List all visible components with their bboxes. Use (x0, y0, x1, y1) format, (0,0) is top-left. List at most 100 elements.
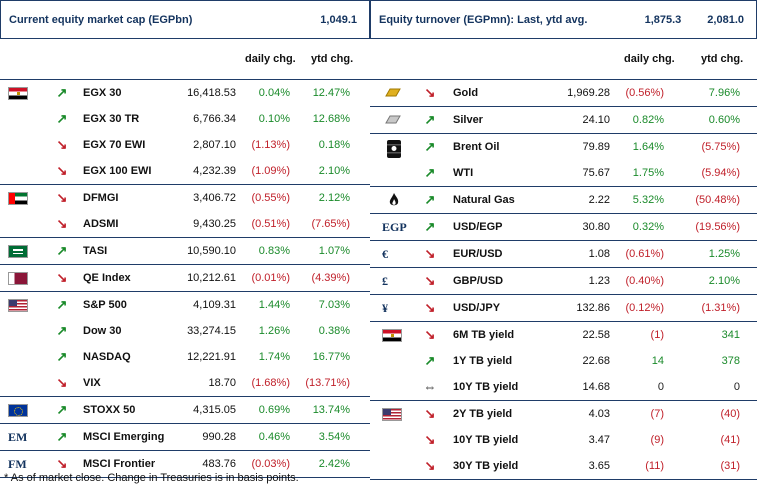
table-row: ↘ DFMGI 3,406.72 (0.55%) 2.12% (0, 185, 370, 211)
ytd-change: 1.25% (708, 248, 740, 260)
last-value: 10,590.10 (187, 245, 236, 257)
table-group: FM ↘ MSCI Frontier 483.76 (0.03%) 2.42% (0, 450, 370, 478)
table-row: EM ↗ MSCI Emerging 990.28 0.46% 3.54% (0, 424, 370, 450)
down-arrow-icon: ↘ (424, 246, 436, 261)
ytd-change: (50.48%) (695, 194, 740, 206)
last-value: 483.76 (202, 458, 236, 470)
turnover-ytd-avg-value: 2,081.0 (707, 13, 744, 26)
row-icon (8, 265, 28, 291)
ytd-change: 341 (721, 329, 740, 341)
eu-flag-icon (8, 404, 28, 417)
down-arrow-icon: ↘ (424, 327, 436, 342)
ytd-change: 12.47% (312, 87, 350, 99)
daily-change: 14 (651, 355, 664, 367)
instrument-name: QE Index (83, 272, 131, 284)
flat-arrow-icon: ⇔ (423, 379, 437, 394)
last-value: 6,766.34 (193, 113, 236, 125)
instrument-name: 6M TB yield (453, 329, 515, 341)
daily-change-header: daily chg. (624, 53, 675, 65)
ytd-change: (13.71%) (305, 377, 350, 389)
instrument-name: Natural Gas (453, 194, 515, 206)
last-value: 30.80 (582, 221, 610, 233)
direction-indicator: ↗ (54, 397, 70, 423)
last-value: 33,274.15 (187, 325, 236, 337)
ytd-change: 2.10% (318, 165, 350, 177)
daily-change: 1.44% (258, 299, 290, 311)
table-row: ↗ S&P 500 4,109.31 1.44% 7.03% (0, 292, 370, 318)
row-icon (8, 292, 28, 318)
equity-turnover-header: Equity turnover (EGPmn): Last, ytd avg. … (370, 0, 757, 39)
row-icon (8, 370, 28, 396)
row-icon (8, 344, 28, 370)
down-arrow-icon: ↘ (56, 137, 68, 152)
ytd-change-header: ytd chg. (701, 53, 744, 65)
qatar-flag-icon (8, 272, 28, 285)
ytd-change: 0 (733, 381, 740, 393)
down-arrow-icon: ↘ (424, 406, 436, 421)
ytd-change: 378 (721, 355, 740, 367)
row-icon (382, 80, 402, 106)
ytd-change: (5.94%) (701, 167, 740, 179)
last-value: 4,232.39 (193, 165, 236, 177)
row-icon (8, 132, 28, 158)
down-arrow-icon: ↘ (56, 163, 68, 178)
table-group: ↗ Brent Oil 79.89 1.64% (5.75%) ↗ WTI 75.67 1.75… (370, 133, 757, 186)
daily-change: (0.55%) (251, 192, 290, 204)
table-group: ↗ Natural Gas 2.22 5.32% (50.48%) (370, 186, 757, 213)
instrument-name: USD/JPY (453, 302, 501, 314)
row-icon (382, 427, 402, 453)
last-value: 1.08 (588, 248, 610, 260)
direction-indicator: ⇔ (422, 374, 438, 400)
equity-table: ↗ EGX 30 16,418.53 0.04% 12.47% ↗ EGX 30 TR 6,7… (0, 79, 370, 478)
oil-barrel-icon (387, 140, 401, 158)
direction-indicator: ↘ (422, 453, 438, 479)
row-icon: ¥ (382, 295, 402, 321)
table-row: ↗ WTI 75.67 1.75% (5.94%) (370, 160, 757, 186)
last-value: 18.70 (208, 377, 236, 389)
instrument-name: Brent Oil (453, 141, 500, 153)
ytd-change: 2.42% (318, 458, 350, 470)
currency-symbol-icon: FM (8, 457, 27, 471)
ytd-change: 13.74% (312, 404, 350, 416)
table-row: ↗ EGX 30 16,418.53 0.04% 12.47% (0, 80, 370, 106)
last-value: 79.89 (582, 141, 610, 153)
last-value: 24.10 (582, 114, 610, 126)
ytd-change: (1.31%) (701, 302, 740, 314)
direction-indicator: ↘ (54, 211, 70, 237)
last-value: 4.03 (588, 408, 610, 420)
up-arrow-icon: ↗ (56, 297, 68, 312)
row-icon (8, 106, 28, 132)
commodities-panel: Equity turnover (EGPmn): Last, ytd avg. … (370, 0, 757, 480)
ytd-change: 12.68% (312, 113, 350, 125)
instrument-name: 2Y TB yield (453, 408, 513, 420)
daily-change: 0.10% (258, 113, 290, 125)
turnover-last-value: 1,875.3 (644, 13, 682, 26)
row-icon (382, 348, 402, 374)
table-group: ¥ ↘ USD/JPY 132.86 (0.12%) (1.31%) (370, 294, 757, 321)
instrument-name: EGX 70 EWI (83, 139, 146, 151)
ytd-change: 3.54% (318, 431, 350, 443)
table-row: ↘ 6M TB yield 22.58 (1) 341 (370, 322, 757, 348)
up-arrow-icon: ↗ (56, 429, 68, 444)
last-value: 3,406.72 (193, 192, 236, 204)
instrument-name: EUR/USD (453, 248, 503, 260)
row-icon (382, 401, 402, 427)
last-value: 75.67 (582, 167, 610, 179)
table-group: ↗ EGX 30 16,418.53 0.04% 12.47% ↗ EGX 30 TR 6,7… (0, 79, 370, 184)
instrument-name: S&P 500 (83, 299, 127, 311)
direction-indicator: ↘ (422, 322, 438, 348)
row-icon (382, 160, 402, 186)
table-group: € ↘ EUR/USD 1.08 (0.61%) 1.25% (370, 240, 757, 267)
last-value: 132.86 (576, 302, 610, 314)
table-group: ↗ TASI 10,590.10 0.83% 1.07% (0, 237, 370, 264)
currency-symbol-icon: € (382, 247, 388, 261)
row-icon (382, 187, 402, 213)
down-arrow-icon: ↘ (56, 375, 68, 390)
table-row: ↗ EGX 30 TR 6,766.34 0.10% 12.68% (0, 106, 370, 132)
table-row: ⇔ 10Y TB yield 14.68 0 0 (370, 374, 757, 400)
commodities-table: ↘ Gold 1,969.28 (0.56%) 7.96% ↗ Silver 24.10 0.8… (370, 79, 757, 480)
direction-indicator: ↗ (54, 106, 70, 132)
table-row: ↗ Silver 24.10 0.82% 0.60% (370, 107, 757, 133)
row-icon (8, 211, 28, 237)
row-icon: EGP (382, 214, 407, 240)
